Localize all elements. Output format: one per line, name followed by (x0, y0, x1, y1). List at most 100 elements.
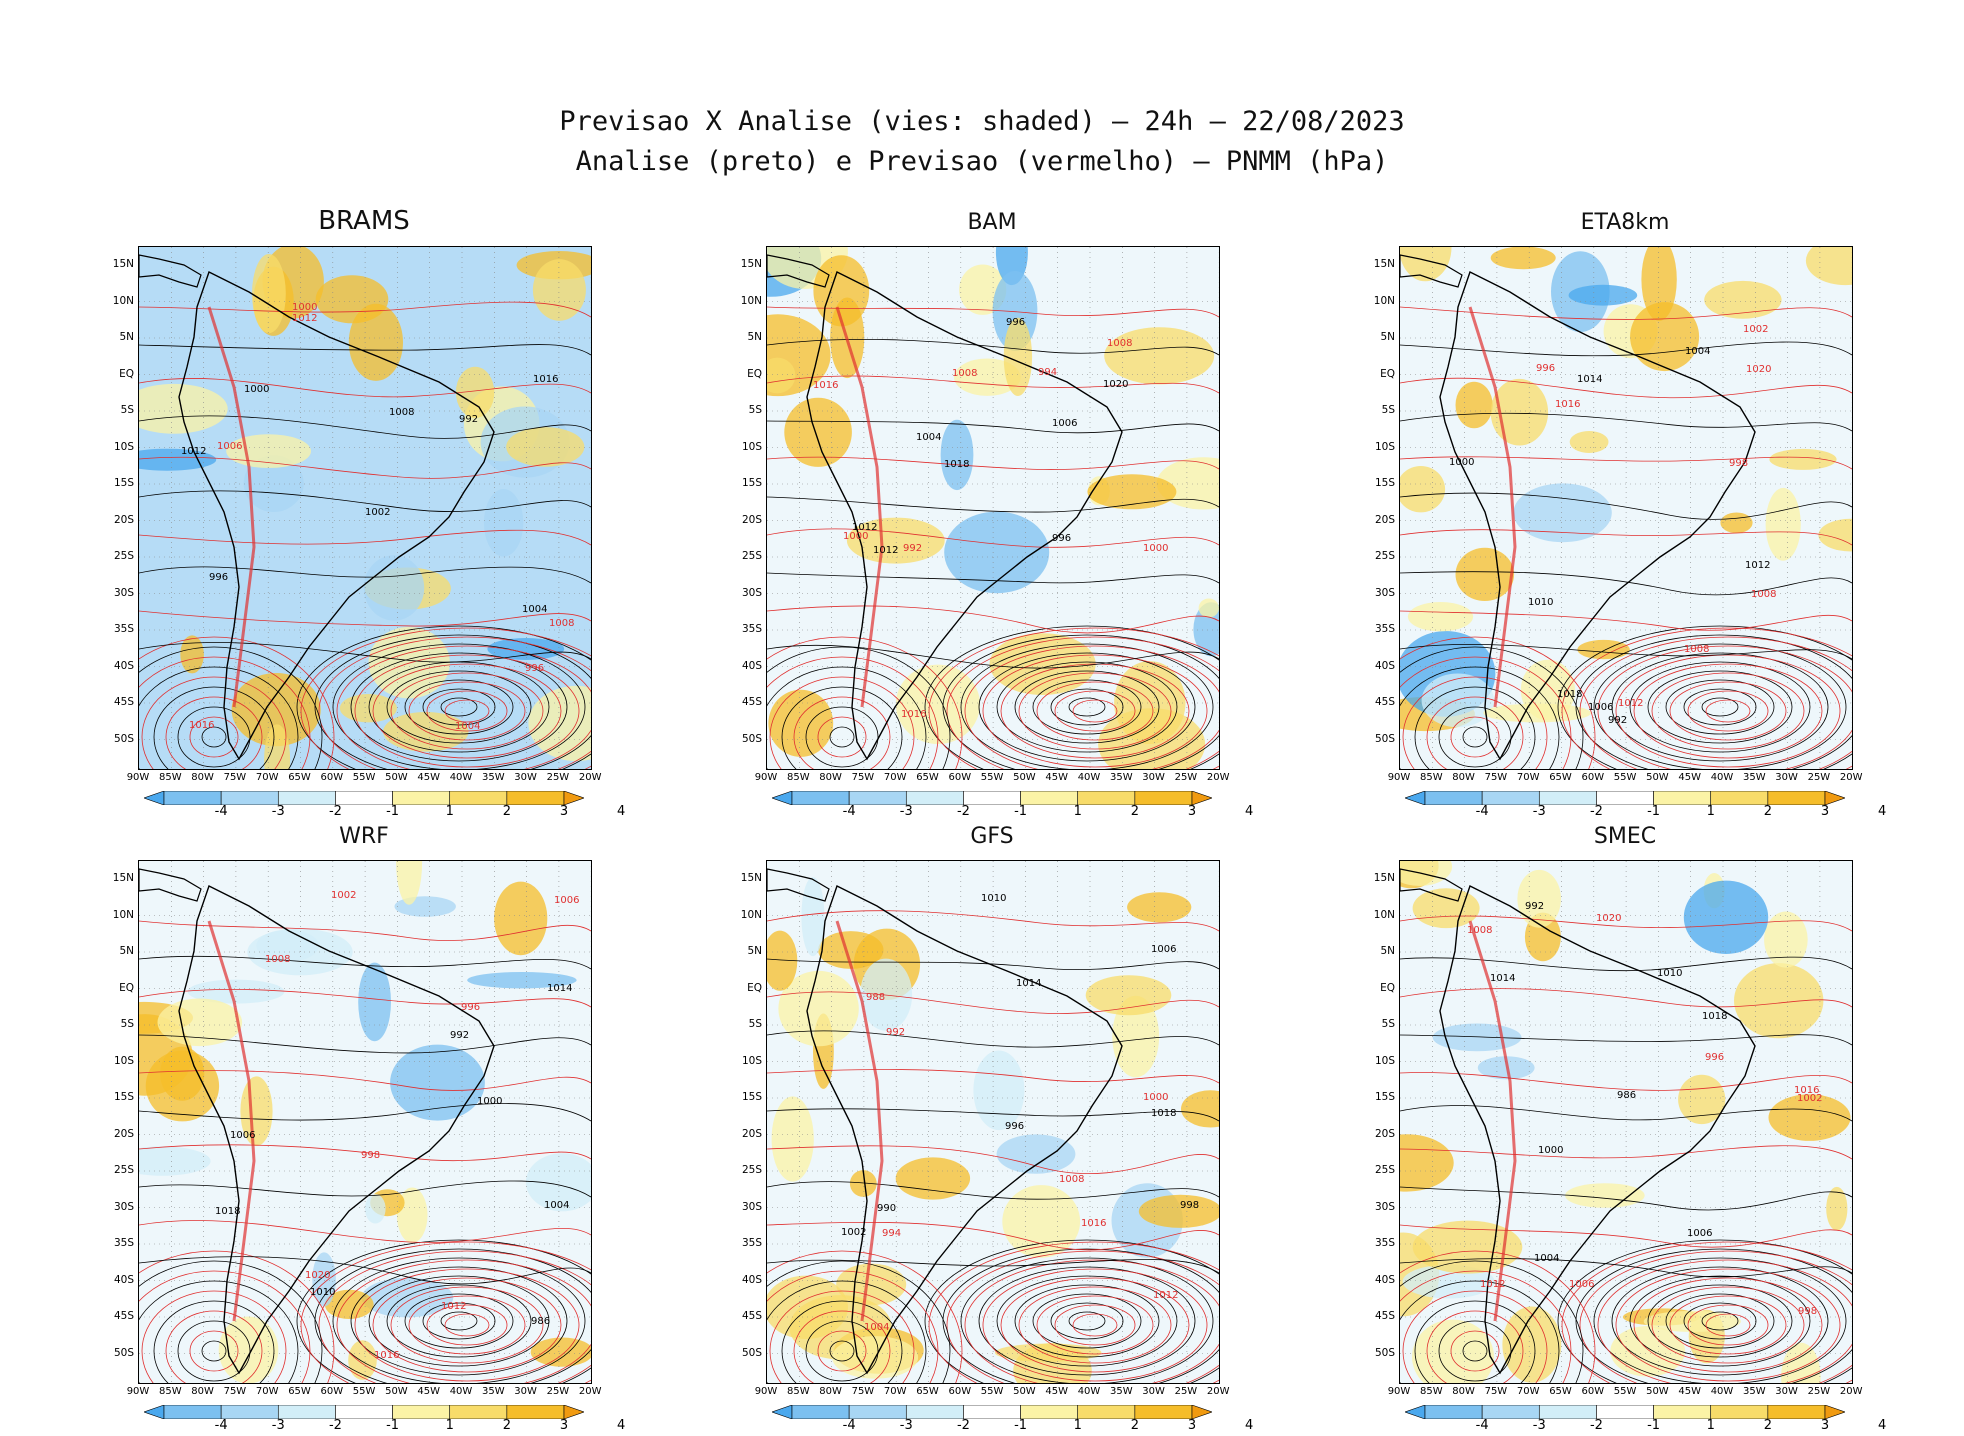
lon-label: 85W (158, 1386, 182, 1397)
lat-label: 5S (120, 1018, 134, 1030)
bias-patch (860, 958, 913, 1031)
lon-label: 40W (449, 772, 473, 783)
colorbar-tick: 3 (559, 804, 569, 819)
forecast-isobar (1000, 1277, 1190, 1373)
lat-label: 10N (112, 908, 134, 921)
bias-patch (1683, 880, 1769, 954)
forecast-isobar (1561, 1241, 1852, 1383)
colorbar-eta (1404, 790, 1846, 806)
isobar-label: 1002 (1743, 324, 1768, 335)
lon-label: 60W (320, 1386, 344, 1397)
lon-label: 55W (352, 772, 376, 783)
lon-label: 85W (1419, 1386, 1443, 1397)
bias-patch (1138, 1194, 1219, 1228)
bias-patch (1003, 317, 1033, 396)
lon-label: 85W (786, 1386, 810, 1397)
isobar-label: 1008 (1059, 1174, 1084, 1185)
colorbar-arrow-high (1824, 1404, 1846, 1420)
forecast-isobar (1669, 681, 1787, 741)
colorbar-smec (1404, 1404, 1846, 1420)
forecast-isobar (189, 1330, 239, 1372)
forecast-isobar (1597, 1259, 1852, 1383)
analysis-isobar (767, 1181, 1219, 1200)
south-america-coastline (806, 271, 1123, 761)
lat-label: 45S (113, 696, 134, 708)
colorbar-segment (791, 790, 850, 806)
lat-label: 35S (1374, 623, 1395, 635)
lat-label: 50S (113, 732, 134, 745)
isobar-label: 1006 (1052, 418, 1077, 429)
lon-label: 90W (126, 772, 150, 783)
bias-map-bam: 1006 1008 1012 1016 1020 1000 996 992 1004 1008 10… (767, 247, 1219, 769)
isobar-label: 1006 (1687, 1228, 1712, 1239)
bias-patch (1490, 378, 1549, 446)
panel-title-brams: BRAMS (318, 206, 410, 236)
bias-patch (1764, 911, 1808, 968)
bias-patch (139, 1146, 211, 1176)
bias-patch (1490, 247, 1556, 270)
bias-patch (895, 664, 980, 744)
lon-label: 35W (1742, 772, 1766, 783)
forecast-isobar (1579, 636, 1852, 769)
forecast-isobar (964, 645, 1219, 769)
colorbar-segment (848, 790, 907, 806)
analysis-isobar (767, 958, 1219, 970)
colorbar-tick: 4 (617, 804, 626, 819)
lon-label: 30W (514, 772, 537, 783)
lon-label: 40W (1077, 1386, 1101, 1397)
colorbar-arrow-high (563, 1404, 585, 1420)
colorbar-segment (1596, 790, 1654, 806)
bias-patch (813, 255, 870, 327)
analysis-isobar (767, 1030, 1219, 1048)
lat-label: 5N (747, 331, 762, 343)
panel-title-gfs: GFS (970, 824, 1014, 849)
isobar-label: 992 (1525, 901, 1544, 912)
map-panel-smec: 1006 1008 1010 1012 1014 1016 1018 1020 1000 996 9… (1399, 860, 1853, 1384)
analysis-isobar (139, 1180, 591, 1198)
lat-label: 10S (113, 440, 134, 453)
colorbar-segment (905, 1404, 964, 1420)
colorbar-segment (1596, 1404, 1654, 1420)
lon-label: 70W (1516, 1386, 1540, 1397)
lat-label: 5S (748, 1018, 762, 1030)
colorbar-segment (1077, 1404, 1136, 1420)
panel-title-wrf: WRF (339, 824, 389, 849)
colorbar-bam (771, 790, 1213, 806)
colorbar-segment (335, 1404, 393, 1420)
colorbar-segment (392, 1404, 451, 1420)
forecast-isobar (354, 654, 580, 768)
andes-forecast-isobars (835, 306, 884, 708)
forecast-isobar (426, 690, 508, 732)
bias-patch (1643, 1310, 1741, 1332)
lat-label: 15S (741, 477, 762, 489)
forecast-isobar (1579, 1250, 1852, 1383)
lon-label: 30W (514, 1386, 537, 1397)
isobar-label: 992 (450, 1030, 469, 1041)
analysis-isobar (1683, 688, 1757, 726)
analysis-isobar (1593, 643, 1847, 769)
analysis-isobar (1438, 706, 1512, 768)
colorbar-tick: 4 (617, 1418, 626, 1433)
forecast-isobar (1651, 672, 1805, 750)
isobar-label: 994 (1038, 367, 1057, 378)
forecast-isobar (767, 991, 1219, 1014)
analysis-isobar (1032, 679, 1142, 735)
lat-label: 25S (113, 1164, 134, 1176)
analysis-isobar (942, 1248, 1219, 1383)
forecast-isobar (767, 1145, 1219, 1175)
lon-label: 30W (1142, 772, 1165, 783)
analysis-isobar (978, 652, 1196, 762)
colorbar-tick: -4 (842, 804, 856, 819)
bias-patch (1818, 518, 1852, 552)
isobar-label: 1008 (389, 407, 414, 418)
lon-label: 65W (288, 1386, 311, 1397)
colorbar-arrow-low (143, 1404, 165, 1420)
lat-label: 15N (1373, 258, 1395, 270)
lat-label: 15S (741, 1091, 762, 1103)
bias-patch (530, 1337, 591, 1367)
analysis-isobar (1400, 646, 1584, 769)
lat-label: 40S (741, 1273, 762, 1286)
analysis-isobar (767, 572, 1219, 584)
south-america-coastline (178, 271, 495, 761)
isobar-label: 1008 (1684, 644, 1709, 655)
